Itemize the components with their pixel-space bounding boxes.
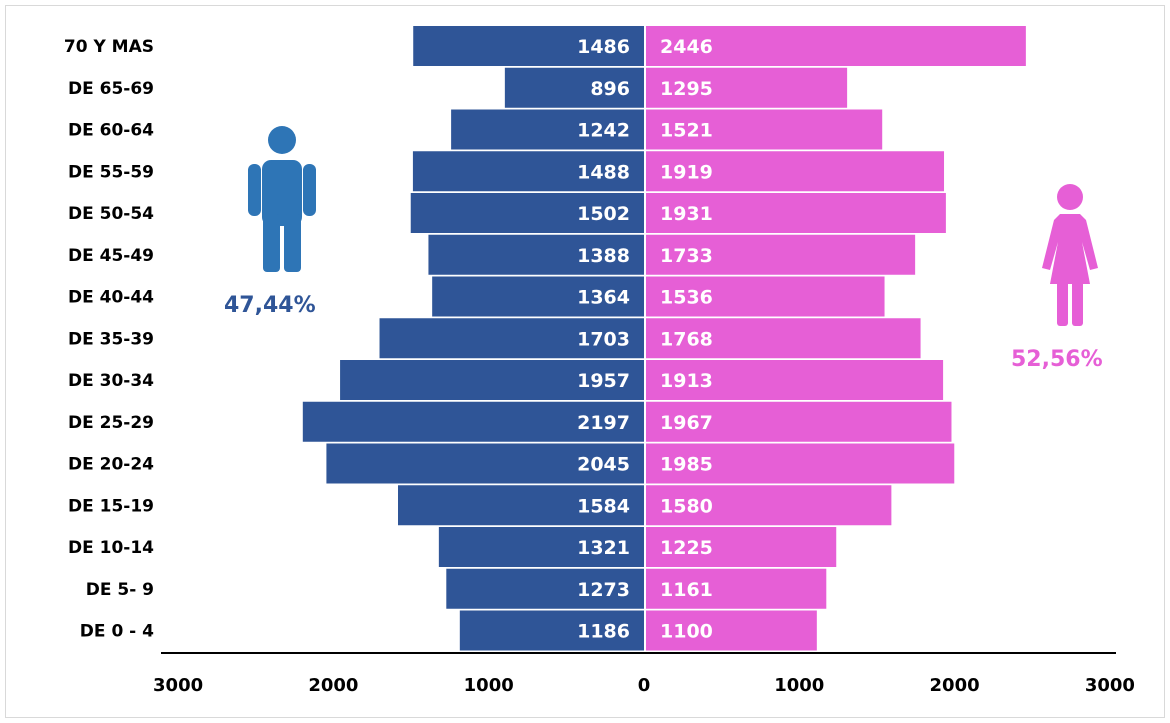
category-label: DE 0 - 4 — [80, 622, 154, 642]
data-label-right: 1913 — [660, 370, 713, 392]
bar-left — [428, 234, 644, 275]
data-label-right: 1100 — [660, 621, 713, 643]
bar-right — [646, 67, 848, 108]
chart-frame: 1486 2446 70 Y MAS 896 1295 DE 65-69 1242 1521 D… — [5, 5, 1165, 718]
data-label-left: 1242 — [577, 120, 630, 142]
data-label-left: 1584 — [577, 495, 630, 517]
data-label-left: 1186 — [577, 621, 630, 643]
data-label-left: 2045 — [577, 454, 630, 476]
bar-right — [646, 109, 883, 150]
bar-left — [410, 193, 644, 233]
category-label: DE 10-14 — [68, 538, 154, 558]
category-label: DE 20-24 — [68, 455, 154, 475]
x-tick-label: 3000 — [1085, 675, 1135, 696]
population-pyramid-chart: 1486 2446 70 Y MAS 896 1295 DE 65-69 1242 1521 D… — [64, 26, 1135, 696]
bar-left — [451, 109, 644, 150]
data-label-right: 1985 — [660, 454, 713, 476]
category-label: DE 30-34 — [68, 371, 154, 391]
bar-right — [646, 485, 892, 526]
data-label-left: 1488 — [577, 161, 630, 183]
data-label-left: 1502 — [577, 203, 630, 225]
bar-left — [459, 610, 644, 651]
bar-right — [646, 151, 945, 192]
data-label-right: 1967 — [660, 412, 713, 434]
data-label-right: 1931 — [660, 203, 713, 225]
category-label: 70 Y MAS — [64, 37, 154, 57]
data-label-right: 1733 — [660, 245, 713, 267]
bar-left — [504, 67, 644, 108]
data-label-left: 1388 — [577, 245, 630, 267]
data-label-left: 1321 — [577, 537, 630, 559]
x-tick-label: 1000 — [774, 675, 824, 696]
category-label: DE 5- 9 — [86, 580, 154, 600]
bar-right — [646, 401, 952, 442]
x-tick-label: 1000 — [464, 675, 514, 696]
category-label: DE 50-54 — [68, 204, 154, 224]
category-label: DE 40-44 — [68, 288, 154, 308]
bar-left — [432, 276, 644, 317]
data-label-left: 1703 — [577, 328, 630, 350]
category-label: DE 65-69 — [68, 79, 154, 99]
data-label-left: 1364 — [577, 287, 630, 309]
data-label-right: 1295 — [660, 78, 713, 100]
bar-left — [398, 485, 644, 526]
bar-right — [646, 360, 944, 400]
x-tick-label: 2000 — [930, 675, 980, 696]
data-label-right: 1225 — [660, 537, 713, 559]
category-label: DE 45-49 — [68, 246, 154, 266]
bar-right — [646, 193, 946, 233]
bar-left — [438, 527, 644, 567]
bar-right — [646, 443, 955, 484]
data-label-right: 1919 — [660, 161, 713, 183]
bar-right — [646, 276, 885, 317]
category-label: DE 15-19 — [68, 496, 154, 516]
bar-left — [379, 318, 644, 359]
bar-right — [646, 527, 837, 567]
data-label-left: 2197 — [577, 412, 630, 434]
x-tick-label: 2000 — [308, 675, 358, 696]
bar-right — [646, 26, 1026, 66]
data-label-right: 2446 — [660, 36, 713, 58]
female-percentage: 52,56% — [1011, 347, 1103, 372]
data-label-right: 1580 — [660, 495, 713, 517]
data-label-left: 896 — [590, 78, 630, 100]
bar-left — [446, 568, 644, 609]
data-label-left: 1486 — [577, 36, 630, 58]
data-label-right: 1521 — [660, 120, 713, 142]
data-label-left: 1273 — [577, 579, 630, 601]
bar-right — [646, 318, 921, 359]
bar-left — [302, 401, 644, 442]
female-person-icon — [1042, 184, 1098, 326]
category-label: DE 60-64 — [68, 121, 154, 141]
bar-left — [326, 443, 644, 484]
bar-right — [646, 234, 916, 275]
bar-left — [413, 26, 644, 66]
data-label-right: 1536 — [660, 287, 713, 309]
category-label: DE 55-59 — [68, 162, 154, 182]
bar-right — [646, 568, 827, 609]
category-label: DE 25-29 — [68, 413, 154, 433]
x-tick-label: 0 — [638, 675, 651, 696]
male-percentage: 47,44% — [224, 293, 316, 318]
data-label-right: 1161 — [660, 579, 713, 601]
data-label-left: 1957 — [577, 370, 630, 392]
x-tick-label: 3000 — [153, 675, 203, 696]
bar-left — [340, 360, 644, 400]
data-label-right: 1768 — [660, 328, 713, 350]
bar-left — [412, 151, 644, 192]
bar-right — [646, 610, 817, 651]
male-person-icon — [248, 126, 316, 272]
category-label: DE 35-39 — [68, 329, 154, 349]
